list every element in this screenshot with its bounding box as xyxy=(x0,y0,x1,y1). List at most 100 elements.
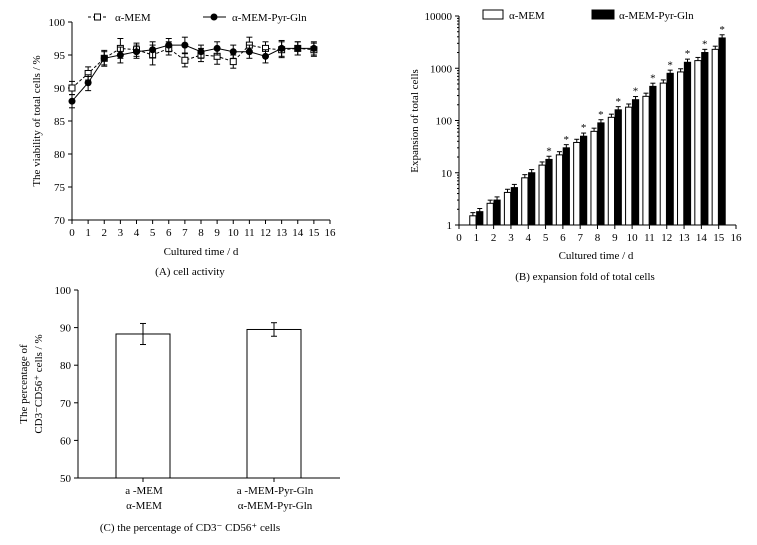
panel-b-bar-pyrgln xyxy=(476,211,484,226)
panel-b-y-tick-label: 10000 xyxy=(425,11,453,23)
panel-b-bar-amem xyxy=(694,60,702,226)
panel-a-x-tick-label: 6 xyxy=(166,227,172,239)
panel-c-bar-1 xyxy=(246,328,302,479)
panel-a-point-pyrgln xyxy=(262,52,269,60)
panel-b-bar-pyrgln xyxy=(562,147,570,226)
panel-b-significance-marker: * xyxy=(546,145,552,157)
panel-b-bar-pyrgln xyxy=(493,199,501,226)
panel-b-x-tick-label: 7 xyxy=(577,232,583,244)
panel-b-bar-pyrgln xyxy=(666,72,674,226)
panel-b-bar-amem xyxy=(677,71,685,226)
panel-a-x-tick-label: 10 xyxy=(228,227,240,239)
legend-swatch-amem xyxy=(482,9,504,20)
panel-b-x-tick-label: 8 xyxy=(595,232,601,244)
panel-b-bar-pyrgln xyxy=(701,52,709,226)
panel-b-x-tick-label: 12 xyxy=(661,232,672,244)
panel-b-bar-amem xyxy=(486,202,494,226)
panel-b-bar-amem xyxy=(642,95,650,226)
panel-a-point-pyrgln xyxy=(116,51,124,59)
panel-b-significance-marker: * xyxy=(615,96,621,108)
panel-c-cat2-line1: a -MEM-Pyr-Gln xyxy=(237,485,314,497)
panel-a-point-amem xyxy=(68,84,76,92)
legend-marker-pyrgln xyxy=(210,13,218,21)
panel-c-y-tick-label: 100 xyxy=(55,285,72,297)
panel-b-significance-marker: * xyxy=(719,24,725,36)
panel-b-x-tick-label: 3 xyxy=(508,232,514,244)
panel-a-x-tick-label: 12 xyxy=(260,227,271,239)
panel-c-cat2-line2: α-MEM-Pyr-Gln xyxy=(238,500,313,512)
panel-b-x-tick-label: 2 xyxy=(491,232,497,244)
panel-a-point-pyrgln xyxy=(213,44,221,52)
legend-label-b-pyrgln: α-MEM-Pyr-Gln xyxy=(619,10,694,22)
legend-label-pyrgln: α-MEM-Pyr-Gln xyxy=(232,12,307,24)
panel-b-x-tick-label: 1 xyxy=(474,232,480,244)
panel-b-x-tick-label: 5 xyxy=(543,232,549,244)
panel-a-point-amem xyxy=(181,56,189,64)
panel-b-bar-amem xyxy=(659,82,667,226)
panel-b-y-tick-label: 1 xyxy=(447,220,453,232)
panel-a-y-tick-label: 85 xyxy=(54,116,66,128)
panel-b-significance-marker: * xyxy=(650,72,656,84)
panel-a-y-tick-label: 70 xyxy=(54,215,66,227)
panel-b-y-tick-label: 100 xyxy=(436,116,453,128)
panel-a-x-tick-label: 4 xyxy=(134,227,140,239)
panel-a-y-tick-label: 90 xyxy=(54,83,66,95)
panel-b-caption: (B) expansion fold of total cells xyxy=(515,271,655,283)
panel-b-x-tick-label: 15 xyxy=(713,232,725,244)
panel-a-x-tick-label: 14 xyxy=(292,227,304,239)
panel-a-series-line-0 xyxy=(71,44,314,89)
panel-a-point-pyrgln xyxy=(84,79,92,87)
panel-b-bar-pyrgln xyxy=(579,135,588,226)
panel-a-point-pyrgln xyxy=(165,41,173,49)
panel-c-marks: 50 60 70 80 90 100 xyxy=(55,285,340,485)
panel-a-x-tick-label: 0 xyxy=(69,227,75,239)
panel-b-bar-pyrgln xyxy=(631,99,640,226)
panel-a-x-tick-label: 1 xyxy=(85,227,91,239)
panel-b-bar-pyrgln xyxy=(528,172,536,226)
panel-a-point-amem xyxy=(229,58,237,66)
panel-b-bar-amem xyxy=(573,141,581,226)
panel-b-bar-amem xyxy=(538,164,546,226)
panel-b-x-tick-label: 11 xyxy=(644,232,655,244)
panel-b-x-tick-label: 9 xyxy=(612,232,618,244)
panel-c-y-label-line2: CD3⁻CD56⁺ cells / % xyxy=(33,334,45,433)
panel-b-bar-pyrgln xyxy=(510,187,518,226)
panel-a-y-tick-label: 95 xyxy=(54,50,66,62)
panel-b-x-label: Cultured time / d xyxy=(559,250,634,262)
legend-swatch-pyrgln xyxy=(591,9,615,20)
panel-a-y-tick-label: 100 xyxy=(49,17,66,29)
panel-b-bar-amem xyxy=(503,191,512,226)
panel-a-x-tick-label: 3 xyxy=(118,227,124,239)
panel-b-bar-amem xyxy=(590,130,598,226)
panel-a-point-pyrgln xyxy=(68,97,76,105)
panel-b-y-tick-label: 1000 xyxy=(430,63,453,75)
panel-b-bar-pyrgln xyxy=(718,37,726,226)
panel-b-bar-amem xyxy=(555,154,564,226)
panel-b-bar-amem xyxy=(607,116,616,226)
panel-a-point-pyrgln xyxy=(181,41,189,49)
panel-b-bar-amem xyxy=(625,106,633,226)
panel-b-x-tick-label: 13 xyxy=(679,232,691,244)
panel-a-point-pyrgln xyxy=(197,48,205,56)
panel-a-x-tick-label: 5 xyxy=(150,227,156,239)
panel-a-point-pyrgln xyxy=(278,44,286,52)
panel-b-bar-amem xyxy=(469,215,477,226)
panel-c-bar-0 xyxy=(115,333,171,479)
panel-a-y-label: The viability of total cells / % xyxy=(31,55,43,186)
panel-a-x-tick-label: 16 xyxy=(325,227,337,239)
panel-b-significance-marker: * xyxy=(633,86,639,98)
panel-b-x-tick-label: 6 xyxy=(560,232,566,244)
panel-a-x-tick-label: 9 xyxy=(214,227,220,239)
panel-b-x-tick-label: 10 xyxy=(627,232,639,244)
panel-a-x-tick-label: 15 xyxy=(308,227,320,239)
legend-marker-amem xyxy=(94,13,101,21)
panel-a-point-pyrgln xyxy=(100,54,108,62)
legend-label-b-amem: α-MEM xyxy=(509,10,545,22)
panel-c-y-tick-label: 90 xyxy=(60,323,72,335)
panel-b-significance-marker: * xyxy=(685,48,691,60)
panel-a-series-line-1 xyxy=(71,44,314,102)
panel-b-bar-amem xyxy=(711,48,719,226)
panel-b-significance-marker: * xyxy=(564,134,570,146)
